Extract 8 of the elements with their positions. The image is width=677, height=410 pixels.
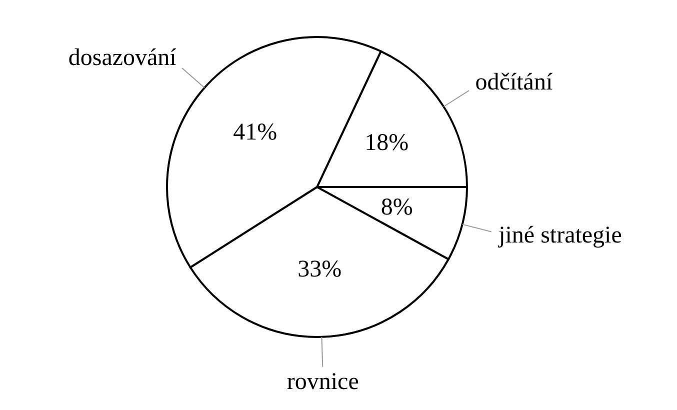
data-label: 8% [380, 194, 413, 221]
data-label: 41% [233, 119, 278, 146]
slice-label: dosazování [68, 45, 177, 72]
slice-label: rovnice [286, 368, 359, 395]
slice-label: odčítání [475, 70, 553, 96]
data-label: 33% [298, 256, 342, 282]
slice-label: jiné strategie [498, 222, 622, 248]
data-label: 18% [364, 130, 409, 156]
